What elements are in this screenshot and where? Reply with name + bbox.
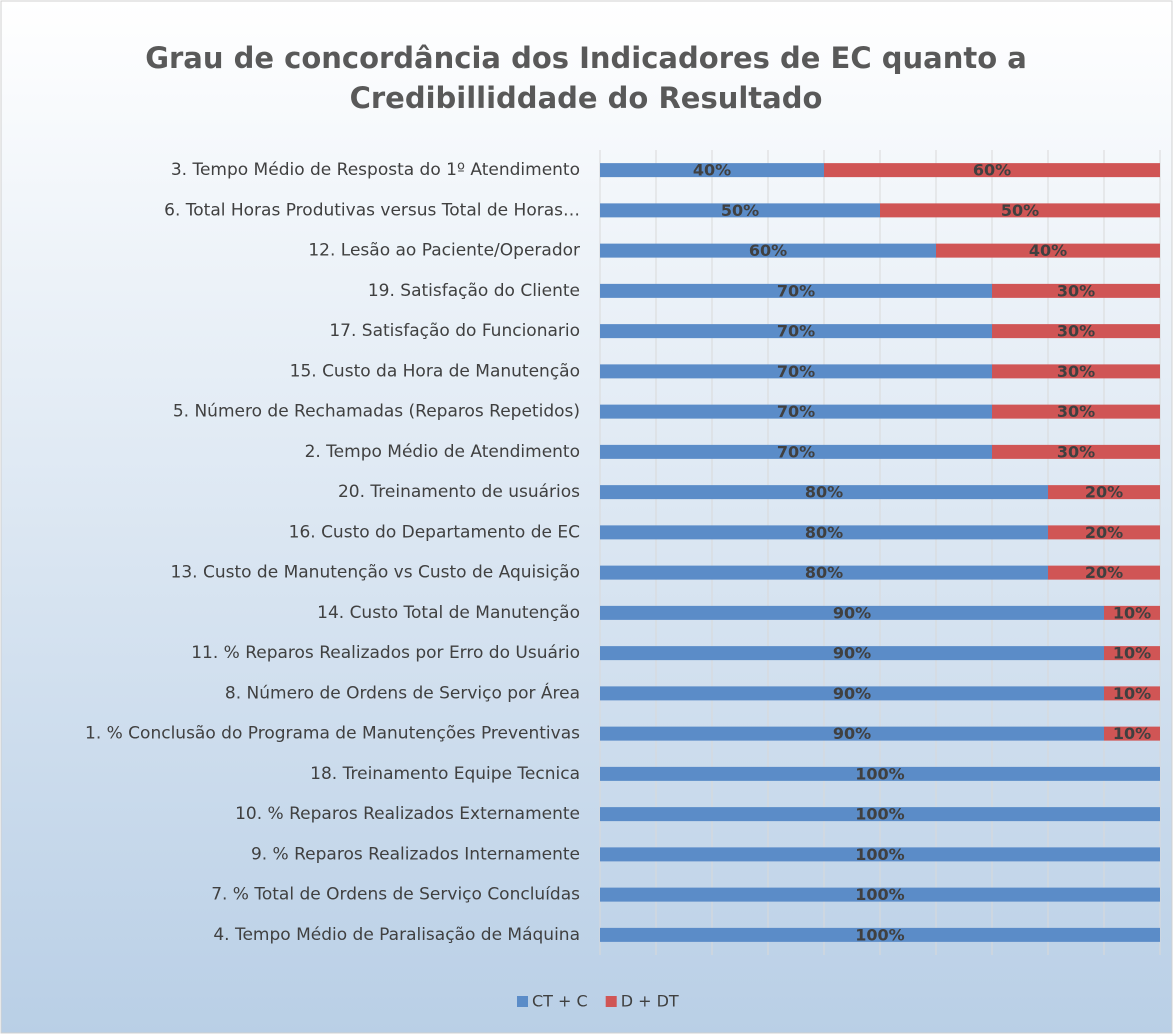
category-label: 9. % Reparos Realizados Internamente (251, 844, 580, 864)
bar-segment (600, 766, 1160, 781)
bar-segment (600, 646, 1104, 661)
category-label: 13. Custo de Manutenção vs Custo de Aqui… (171, 563, 580, 583)
data-label: 90% (833, 684, 871, 703)
data-label: 90% (833, 644, 871, 663)
bar-segment (936, 243, 1160, 258)
data-label: 70% (777, 402, 815, 421)
data-label: 80% (805, 523, 843, 542)
data-label: 10% (1113, 684, 1151, 703)
data-label: 30% (1057, 362, 1095, 381)
category-label: 8. Número de Ordens de Serviço por Área (225, 681, 580, 703)
category-label: 20. Treinamento de usuários (338, 482, 580, 502)
data-label: 50% (1001, 201, 1039, 220)
data-label: 50% (721, 201, 759, 220)
data-label: 10% (1113, 724, 1151, 743)
data-label: 30% (1057, 322, 1095, 341)
bar-segment (600, 927, 1160, 942)
data-label: 30% (1057, 402, 1095, 421)
data-label: 20% (1085, 523, 1123, 542)
data-label: 30% (1057, 281, 1095, 300)
category-label: 4. Tempo Médio de Paralisação de Máquina (213, 925, 580, 945)
data-label: 80% (805, 563, 843, 582)
data-label: 30% (1057, 442, 1095, 461)
bar-segment (1048, 565, 1160, 580)
bar-segment (1104, 726, 1160, 741)
bar-segment (600, 726, 1104, 741)
category-label: 12. Lesão ao Paciente/Operador (308, 241, 580, 261)
category-label: 19. Satisfação do Cliente (368, 281, 580, 301)
data-label: 100% (855, 805, 904, 824)
category-label: 11. % Reparos Realizados por Erro do Usu… (191, 643, 580, 663)
data-label: 80% (805, 483, 843, 502)
bar-segment (880, 203, 1160, 218)
bar-segment (600, 686, 1104, 701)
data-label: 20% (1085, 483, 1123, 502)
bar-segment (600, 807, 1160, 822)
category-label: 2. Tempo Médio de Atendimento (305, 442, 580, 462)
chart-title: Credibilliddade do Resultado (350, 81, 823, 115)
data-label: 90% (833, 724, 871, 743)
bar-segment (600, 605, 1104, 620)
bar-segment (992, 324, 1160, 339)
data-label: 100% (855, 845, 904, 864)
data-label: 70% (777, 322, 815, 341)
data-label: 40% (693, 161, 731, 180)
data-label: 60% (973, 161, 1011, 180)
chart-title: Grau de concordância dos Indicadores de … (145, 41, 1027, 75)
category-label: 10. % Reparos Realizados Externamente (235, 804, 580, 824)
bar-segment (1048, 485, 1160, 500)
category-label: 14. Custo Total de Manutenção (317, 603, 580, 623)
legend-swatch (605, 996, 617, 1007)
category-label: 7. % Total de Ordens de Serviço Concluíd… (211, 885, 580, 905)
bar-segment (600, 163, 824, 178)
category-label: 15. Custo da Hora de Manutenção (290, 361, 580, 381)
bar-segment (1048, 525, 1160, 540)
bar-segment (600, 444, 992, 459)
bar-segment (600, 525, 1048, 540)
bar-segment (600, 203, 880, 218)
legend-label: D + DT (621, 992, 679, 1011)
bar-segment (992, 404, 1160, 419)
bar-segment (600, 847, 1160, 862)
category-label: 6. Total Horas Produtivas versus Total d… (164, 200, 580, 220)
data-label: 40% (1029, 241, 1067, 260)
category-label: 16. Custo do Departamento de EC (289, 522, 580, 542)
data-label: 100% (855, 885, 904, 904)
data-label: 60% (749, 241, 787, 260)
category-label: 1. % Conclusão do Programa de Manutençõe… (85, 724, 580, 744)
bar-segment (992, 364, 1160, 379)
bar-segment (600, 887, 1160, 902)
bar-segment (600, 324, 992, 339)
category-label: 17. Satisfação do Funcionario (329, 321, 580, 341)
data-label: 10% (1113, 603, 1151, 622)
bar-segment (600, 364, 992, 379)
category-label: 18. Treinamento Equipe Tecnica (310, 764, 580, 784)
data-label: 10% (1113, 644, 1151, 663)
bar-segment (1104, 605, 1160, 620)
data-label: 20% (1085, 563, 1123, 582)
bar-segment (600, 565, 1048, 580)
bar-segment (992, 283, 1160, 298)
bar-segment (600, 283, 992, 298)
data-label: 70% (777, 442, 815, 461)
data-label: 90% (833, 603, 871, 622)
bar-segment (992, 444, 1160, 459)
data-label: 70% (777, 362, 815, 381)
data-label: 100% (855, 925, 904, 944)
legend-label: CT + C (532, 992, 588, 1011)
data-label: 100% (855, 764, 904, 783)
bar-segment (600, 243, 936, 258)
data-label: 70% (777, 281, 815, 300)
bar-segment (1104, 646, 1160, 661)
bar-segment (600, 404, 992, 419)
bar-segment (1104, 686, 1160, 701)
legend-swatch (517, 996, 528, 1007)
category-label: 3. Tempo Médio de Resposta do 1º Atendim… (171, 160, 580, 180)
bar-segment (824, 163, 1160, 178)
bar-segment (600, 485, 1048, 500)
category-label: 5. Número de Rechamadas (Reparos Repetid… (173, 402, 580, 422)
